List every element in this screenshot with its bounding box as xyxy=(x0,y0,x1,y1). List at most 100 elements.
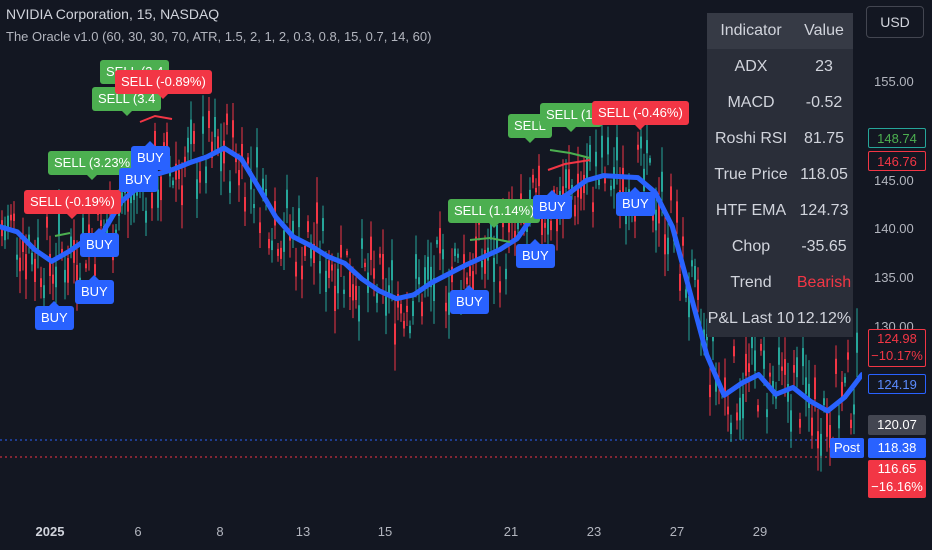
candle-body xyxy=(7,215,9,229)
candle-body xyxy=(361,238,363,249)
table-row: HTF EMA 124.73 xyxy=(707,193,853,229)
candle-body xyxy=(616,137,618,161)
price-tag-ema: 124.19 xyxy=(868,374,926,394)
candle-body xyxy=(382,254,384,280)
candle-body xyxy=(787,383,789,402)
candle-body xyxy=(547,218,549,235)
candle-body xyxy=(817,431,819,449)
currency-button[interactable]: USD xyxy=(866,6,924,38)
indicator-name: ADX xyxy=(734,58,768,75)
table-row: Roshi RSI 81.75 xyxy=(707,121,853,157)
candle-body xyxy=(469,266,471,277)
symbol-title[interactable]: NVIDIA Corporation, 15, NASDAQ xyxy=(6,6,220,22)
candle-body xyxy=(793,365,795,373)
indicator-value: -35.65 xyxy=(801,238,847,255)
candle-body xyxy=(784,359,786,375)
candle-body xyxy=(304,245,306,256)
candle-body xyxy=(166,132,168,149)
candle-body xyxy=(649,158,651,163)
candle-body xyxy=(46,216,48,228)
candle-body xyxy=(790,410,792,432)
candle-body xyxy=(490,220,492,240)
candle-body xyxy=(331,264,333,271)
candle-body xyxy=(244,197,246,212)
candle-body xyxy=(541,217,543,235)
candle-body xyxy=(418,277,420,285)
candle-body xyxy=(214,116,216,138)
candle-body xyxy=(682,236,684,246)
candle-body xyxy=(229,181,231,193)
indicator-value: 23 xyxy=(815,58,833,75)
candle-body xyxy=(157,189,159,208)
candle-body xyxy=(58,212,60,235)
candle-body xyxy=(301,265,303,280)
candle-body xyxy=(424,267,426,286)
indicator-legend[interactable]: The Oracle v1.0 (60, 30, 30, 70, ATR, 1.… xyxy=(6,29,432,44)
candle-body xyxy=(352,284,354,301)
candle-body xyxy=(781,366,783,371)
candle-body xyxy=(34,258,36,282)
buy-signal-label: BUY xyxy=(35,301,74,330)
candle-body xyxy=(100,220,102,226)
candle-body xyxy=(838,415,840,429)
candle-body xyxy=(466,277,468,285)
candle-body xyxy=(709,384,711,398)
candle-body xyxy=(25,254,27,280)
candle-body xyxy=(28,234,30,246)
candle-body xyxy=(247,157,249,164)
candle-body xyxy=(811,417,813,436)
candle-body xyxy=(475,236,477,260)
value-header: Value xyxy=(795,13,853,49)
candle-body xyxy=(226,113,228,125)
candle-body xyxy=(598,179,600,186)
table-row: ADX 23 xyxy=(707,49,853,85)
candle-body xyxy=(76,264,78,287)
candle-body xyxy=(349,271,351,298)
candle-body xyxy=(778,347,780,365)
price-tag-red-pct-price: 124.98 xyxy=(877,331,917,346)
candle-body xyxy=(334,285,336,312)
candle-body xyxy=(544,222,546,228)
candle-body xyxy=(358,305,360,322)
buy-signal-label: BUY xyxy=(616,187,655,216)
candle-body xyxy=(217,136,219,149)
candle-body xyxy=(664,234,666,255)
candle-body xyxy=(751,337,753,349)
candle-body xyxy=(154,130,156,147)
candle-body xyxy=(457,253,459,258)
indicator-value: 118.05 xyxy=(800,166,848,183)
candle-body xyxy=(589,144,591,162)
candle-body xyxy=(307,221,309,233)
candle-body xyxy=(856,332,858,353)
candle-body xyxy=(436,240,438,245)
candle-body xyxy=(373,268,375,279)
candle-body xyxy=(640,136,642,149)
candle-body xyxy=(454,248,456,256)
table-row: MACD -0.52 xyxy=(707,85,853,121)
indicator-name: MACD xyxy=(727,94,775,111)
indicator-name: Roshi RSI xyxy=(714,130,788,147)
candle-body xyxy=(799,418,801,428)
time-label-27: 27 xyxy=(669,524,685,539)
time-label-8: 8 xyxy=(216,524,224,539)
sell-signal-label: SELL (-0.89%) xyxy=(115,70,212,99)
candle-body xyxy=(295,261,297,277)
candle-body xyxy=(724,377,726,397)
candle-body xyxy=(322,218,324,232)
candle-body xyxy=(286,189,288,209)
candle-body xyxy=(538,165,540,187)
candle-body xyxy=(55,266,57,288)
candle-body xyxy=(370,236,372,260)
indicator-value: -0.52 xyxy=(805,94,843,111)
candle-body xyxy=(760,343,762,351)
candle-body xyxy=(220,147,222,172)
price-tag-green: 148.74 xyxy=(868,128,926,148)
buy-signal-label: BUY xyxy=(533,190,572,219)
candle-body xyxy=(472,271,474,296)
candle-body xyxy=(385,296,387,316)
candle-body xyxy=(259,222,261,234)
candle-body xyxy=(31,252,33,265)
time-label-2025: 2025 xyxy=(35,524,65,539)
candle-body xyxy=(661,171,663,192)
